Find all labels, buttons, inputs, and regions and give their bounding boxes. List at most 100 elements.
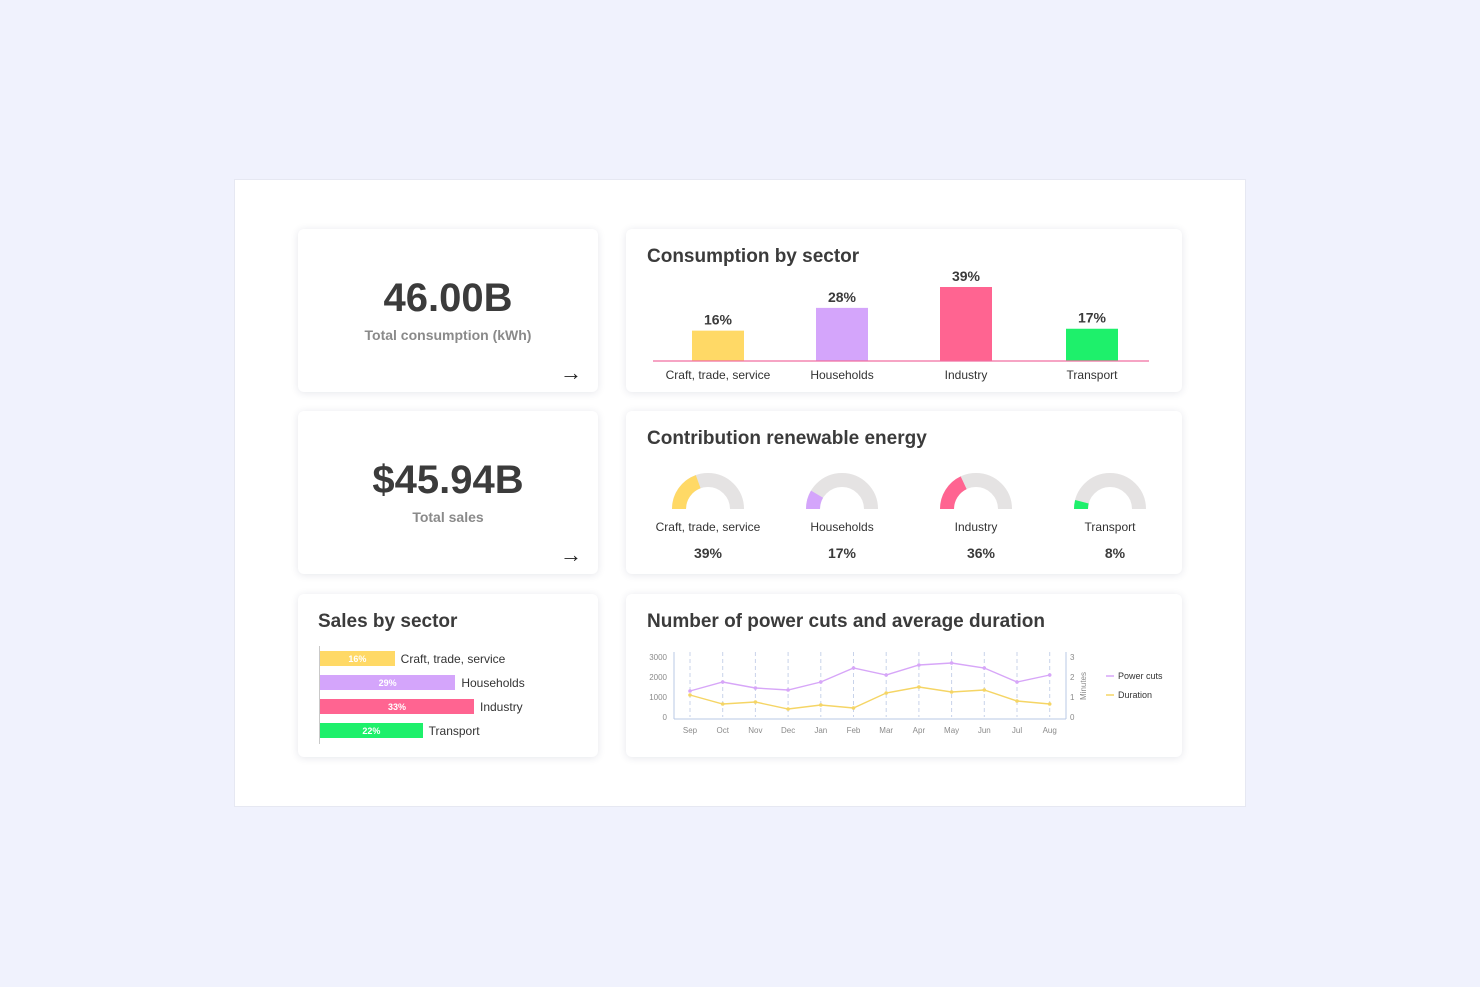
consumption-bar-label-transport: Transport (1067, 368, 1119, 382)
gauge-fill-industry (940, 476, 968, 510)
duration-point (851, 706, 856, 710)
x-tick-may: May (944, 726, 959, 735)
power-cuts-point (949, 661, 954, 665)
consumption-bar-industry (940, 287, 992, 361)
gauge-transport: Transport 8% (1055, 461, 1165, 561)
gauge-households: Households 17% (787, 461, 897, 561)
duration-point (917, 685, 921, 689)
consumption-bar-value-transport: 17% (1078, 310, 1107, 326)
gauge-transport-value: 8% (1104, 545, 1126, 561)
power-cuts-point (819, 680, 823, 684)
gauge-transport-label: Transport (1084, 520, 1136, 534)
consumption-bar-label-industry: Industry (945, 368, 988, 382)
x-tick-aug: Aug (1043, 726, 1057, 735)
x-tick-mar: Mar (879, 726, 893, 735)
x-tick-jul: Jul (1012, 726, 1022, 735)
consumption-arrow-icon[interactable]: → (560, 360, 582, 385)
y-right-tick: 1 (1070, 693, 1075, 702)
power-cuts-point (1047, 673, 1052, 677)
duration-point (884, 691, 888, 695)
gauge-craft-arc (672, 473, 744, 510)
y-left-tick: 1000 (649, 693, 667, 702)
duration-point (720, 702, 725, 706)
gauge-track-households (806, 473, 878, 510)
renewable-energy-card: Contribution renewable energy Craft, tra… (626, 411, 1182, 574)
x-tick-sep: Sep (683, 726, 698, 735)
duration-legend-label: Duration (1118, 690, 1152, 700)
gauge-households-value: 17% (827, 545, 857, 561)
sales-arrow-icon[interactable]: → (560, 542, 582, 567)
gauge-craft: Craft, trade, service 39% (653, 461, 763, 561)
gauge-track-transport (1074, 473, 1146, 510)
sales-label-craft: Craft, trade, service (400, 651, 506, 666)
y-right-tick: 0 (1070, 713, 1075, 722)
consumption-bar-households (816, 307, 868, 361)
gauge-craft-value: 39% (693, 545, 723, 561)
sales-row-households: 29% Households (320, 675, 525, 690)
y-left-tick: 0 (663, 713, 668, 722)
y-right-tick: 3 (1070, 653, 1075, 662)
consumption-bar-transport (1066, 328, 1118, 361)
duration-point (753, 700, 758, 704)
duration-line (689, 686, 1050, 710)
duration-point (982, 688, 987, 692)
duration-point (688, 693, 692, 697)
power-cuts-point (884, 673, 888, 677)
gauge-industry-value: 36% (966, 545, 996, 561)
consumption-bar-value-households: 28% (828, 289, 857, 305)
consumption-kpi-label: Total consumption (kWh) (364, 327, 532, 343)
x-tick-nov: Nov (748, 726, 762, 735)
duration-point (786, 707, 790, 711)
y-right-tick: 2 (1070, 673, 1075, 682)
duration-point (819, 703, 823, 707)
gauge-fill-craft (672, 475, 702, 510)
sales-bar-households: 29% (320, 675, 456, 690)
power-cuts-point (1015, 680, 1019, 684)
consumption-kpi-value: 46.00B (383, 276, 513, 320)
sales-label-households: Households (461, 675, 525, 690)
sales-row-craft: 16% Craft, trade, service (320, 651, 505, 666)
sales-bar-transport: 22% (320, 723, 423, 738)
sales-row-transport: 22% Transport (320, 723, 480, 738)
sales-bar-craft: 16% (320, 651, 395, 666)
consumption-chart-title: Consumption by sector (647, 246, 860, 267)
x-tick-dec: Dec (781, 726, 795, 735)
consumption-bar-label-craft: Craft, trade, service (666, 368, 771, 382)
sales-row-industry: 33% Industry (320, 699, 523, 714)
gauge-fill-transport (1074, 500, 1089, 510)
gauge-industry: Industry 36% (921, 461, 1031, 561)
sales-axis-line (319, 646, 320, 744)
consumption-bar-craft (692, 330, 744, 361)
x-tick-apr: Apr (913, 726, 926, 735)
duration-point (949, 690, 954, 694)
consumption-bar-label-households: Households (810, 368, 873, 382)
y-left-tick: 3000 (649, 653, 667, 662)
power-cuts-point (786, 688, 790, 692)
power-cuts-chart-title: Number of power cuts and average duratio… (647, 611, 1046, 632)
consumption-by-sector-card: Consumption by sector 16% Craft, trade, s… (626, 229, 1182, 392)
power-cuts-line (689, 662, 1050, 692)
power-cuts-point (917, 663, 921, 667)
sales-kpi-label: Total sales (412, 509, 484, 525)
consumption-bar-chart: 16% Craft, trade, service 28% Households 39%… (653, 268, 1149, 382)
gauge-households-label: Households (810, 520, 874, 534)
duration-point (1047, 702, 1052, 706)
consumption-bar-value-industry: 39% (952, 268, 981, 284)
duration-point (1015, 699, 1019, 703)
power-cuts-point (688, 689, 692, 693)
power-cuts-point (720, 680, 725, 684)
x-tick-oct: Oct (716, 726, 729, 735)
gauge-industry-label: Industry (954, 520, 998, 534)
gauge-industry-arc (940, 473, 1012, 510)
sales-label-industry: Industry (480, 699, 523, 714)
gauge-households-arc (806, 473, 878, 510)
renewable-chart-title: Contribution renewable energy (647, 428, 927, 449)
x-tick-jan: Jan (814, 726, 827, 735)
y-right-axis-label: Minutes (1079, 672, 1088, 700)
gauge-fill-households (806, 490, 824, 510)
sales-label-transport: Transport (428, 723, 480, 738)
gauge-transport-arc (1074, 473, 1146, 510)
consumption-bar-value-craft: 16% (704, 312, 733, 328)
sales-bar-industry: 33% (320, 699, 474, 714)
sales-kpi-card: $45.94B Total sales → (298, 411, 598, 574)
